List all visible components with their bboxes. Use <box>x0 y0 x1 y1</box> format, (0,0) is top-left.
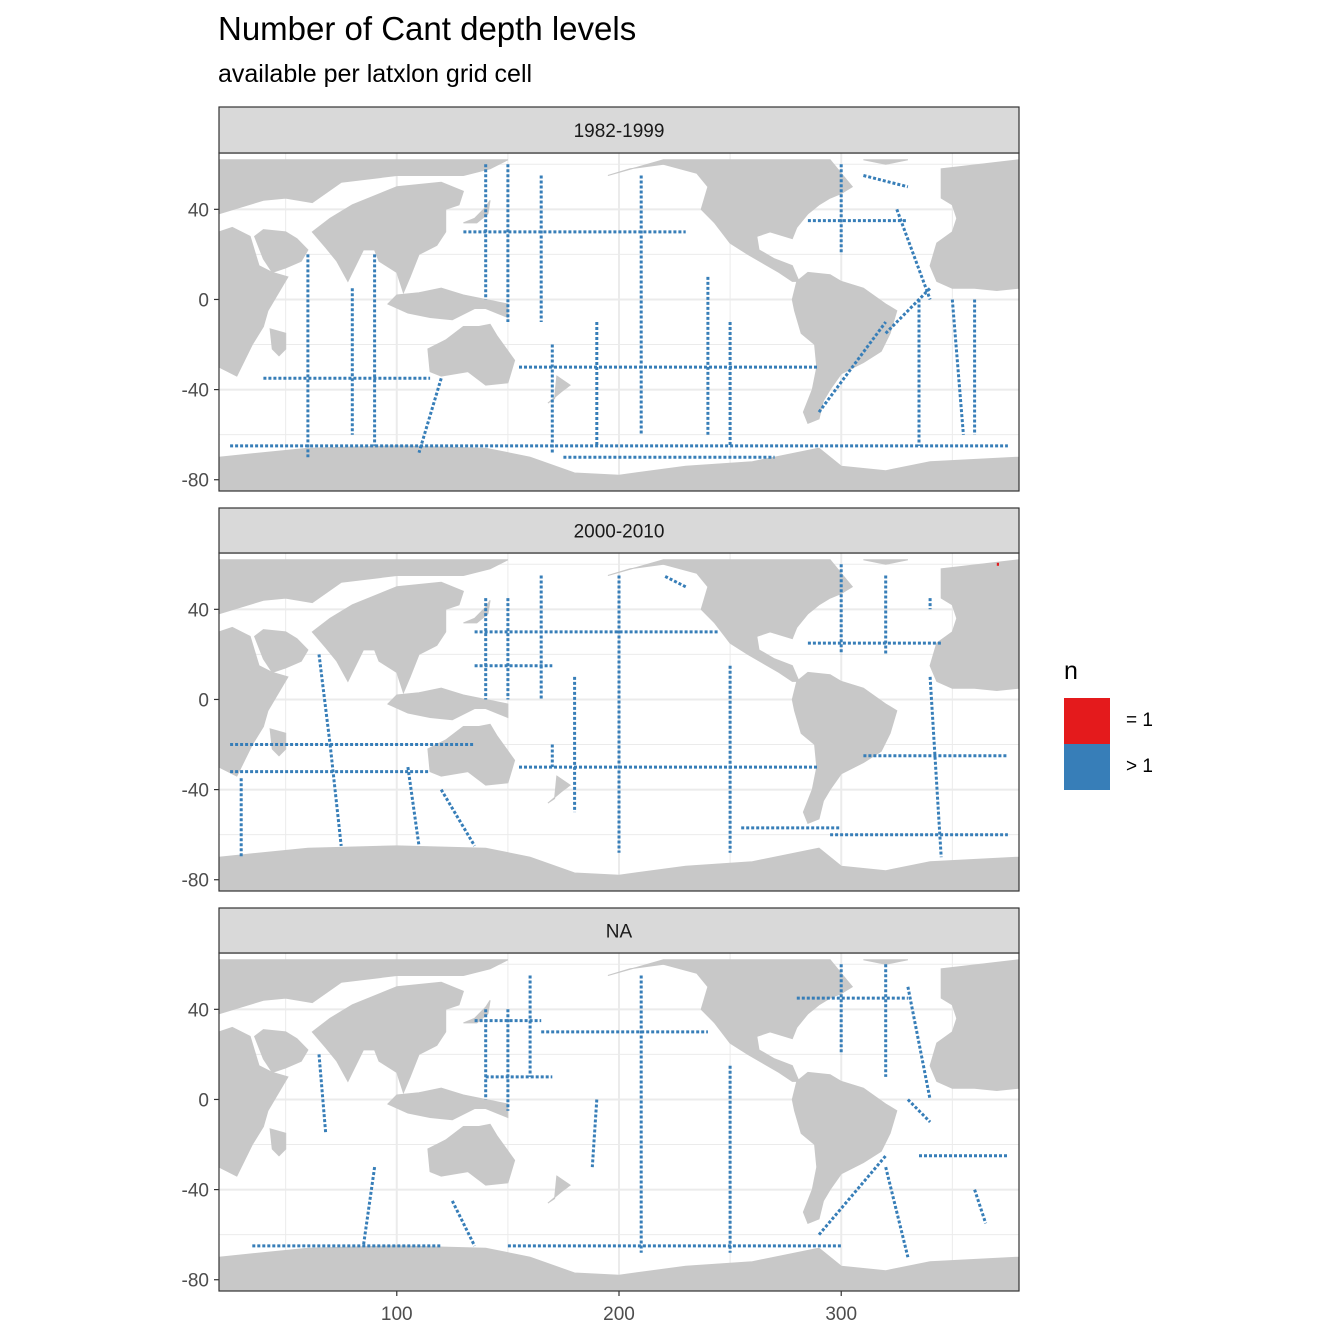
land-mass <box>863 159 908 165</box>
land-mass <box>253 229 309 273</box>
land-mass <box>863 559 908 565</box>
land-mass <box>547 775 571 804</box>
data-cell-track <box>590 1099 599 1168</box>
land-mass <box>607 159 854 282</box>
land-mass <box>219 959 509 1015</box>
land-mass <box>269 328 287 357</box>
land-mass <box>219 845 1019 891</box>
land-mass <box>863 959 908 965</box>
land-mass <box>607 959 854 1082</box>
land-mass <box>607 559 854 682</box>
land-mass <box>427 723 516 786</box>
land-mass <box>311 581 465 695</box>
land-mass <box>463 1000 491 1024</box>
legend-swatch-eq1 <box>1064 698 1110 744</box>
land-mass <box>791 271 898 425</box>
legend: n = 1 > 1 <box>1064 657 1153 790</box>
legend-item-eq1: = 1 <box>1064 698 1153 744</box>
data-cell-track <box>328 744 343 847</box>
data-cell-track <box>973 1189 988 1224</box>
land-mass <box>219 159 509 215</box>
land-mass <box>929 559 1019 692</box>
data-cell-track <box>895 208 932 301</box>
data-cell-track <box>950 299 965 435</box>
y-tick-label: 0 <box>198 690 209 711</box>
land-mass <box>463 200 491 224</box>
facet-strip <box>218 507 1020 554</box>
y-tick-label: 40 <box>188 600 209 621</box>
land-mass <box>929 159 1019 292</box>
y-tick-label: 40 <box>188 200 209 221</box>
y-tick-label: 0 <box>198 290 209 311</box>
data-cell-track <box>450 1200 476 1247</box>
panel-content <box>219 153 1019 491</box>
x-tick-label: 300 <box>825 1304 857 1325</box>
facet-strip-label: 1982-1999 <box>574 121 665 142</box>
land-mass <box>311 181 465 295</box>
land-mass <box>253 1029 309 1073</box>
land-mass <box>219 445 1019 491</box>
data-cell-track <box>317 1054 328 1134</box>
legend-title: n <box>1064 657 1078 685</box>
facet-strip <box>218 907 1020 954</box>
y-tick-label: 0 <box>198 1090 209 1111</box>
x-tick-label: 100 <box>381 1304 413 1325</box>
land-mass <box>219 626 289 777</box>
land-mass <box>253 629 309 673</box>
facet-panel: NA 40 0 -40 -80 100 200 300 <box>182 907 1020 1325</box>
y-tick-label: -80 <box>182 1271 209 1292</box>
legend-label-eq1: = 1 <box>1126 710 1153 731</box>
y-tick-label: -80 <box>182 871 209 892</box>
data-cell-track <box>884 1166 910 1258</box>
y-tick-label: -80 <box>182 471 209 492</box>
data-cell-track <box>406 766 421 847</box>
land-mass <box>269 1128 287 1157</box>
data-cell-track <box>417 377 443 454</box>
land-mass <box>219 559 509 615</box>
land-mass <box>427 1123 516 1186</box>
y-tick-label: 40 <box>188 1000 209 1021</box>
data-cell-track <box>662 574 687 589</box>
land-mass <box>219 1026 289 1177</box>
x-tick-label: 200 <box>603 1304 635 1325</box>
legend-label-gt1: > 1 <box>1126 756 1153 777</box>
facet-strip-label: NA <box>606 922 633 943</box>
y-tick-label: -40 <box>182 381 209 402</box>
panel-content <box>219 953 1019 1291</box>
land-mass <box>219 1245 1019 1291</box>
land-mass <box>463 600 491 624</box>
data-cell-track <box>863 174 909 189</box>
facet-strip <box>218 106 1020 154</box>
land-mass <box>387 1087 509 1121</box>
land-mass <box>929 959 1019 1092</box>
data-cell-track <box>817 321 887 413</box>
data-cell-track <box>817 1154 887 1236</box>
land-mass <box>427 323 516 386</box>
legend-swatch-gt1 <box>1064 744 1110 790</box>
panel-content <box>219 553 1019 891</box>
legend-item-gt1: > 1 <box>1064 744 1153 790</box>
chart-subtitle: available per latxlon grid cell <box>218 60 533 88</box>
y-tick-label: -40 <box>182 1181 209 1202</box>
data-cell-track <box>906 986 932 1100</box>
land-mass <box>791 1071 898 1225</box>
land-mass <box>219 226 289 377</box>
facet-panel: 2000-2010 40 0 -40 -80 <box>182 507 1020 892</box>
data-cell-track <box>439 788 476 847</box>
data-cell-track <box>361 1166 377 1247</box>
chart-title: Number of Cant depth levels <box>218 10 637 47</box>
y-tick-label: -40 <box>182 781 209 802</box>
data-cell-track <box>317 654 332 745</box>
land-mass <box>547 1175 571 1204</box>
land-mass <box>791 671 898 825</box>
land-mass <box>311 981 465 1095</box>
data-cell-track <box>906 1098 932 1124</box>
data-cell-track <box>928 676 943 858</box>
land-mass <box>387 687 509 721</box>
facet-strip-label: 2000-2010 <box>574 522 665 543</box>
land-mass <box>547 375 571 404</box>
data-cell-track <box>884 287 932 335</box>
facet-panel: 1982-1999 40 0 -40 -80 <box>182 106 1020 492</box>
